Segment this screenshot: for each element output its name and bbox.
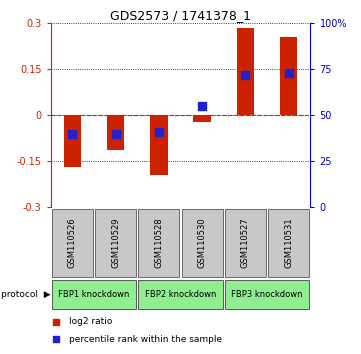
Point — [113, 131, 118, 136]
Point — [156, 129, 162, 135]
Bar — [150, 115, 168, 175]
FancyBboxPatch shape — [182, 209, 222, 278]
FancyBboxPatch shape — [139, 280, 222, 309]
Text: GSM110527: GSM110527 — [241, 218, 250, 268]
FancyBboxPatch shape — [269, 209, 309, 278]
Text: GSM110526: GSM110526 — [68, 218, 77, 268]
Text: GSM110530: GSM110530 — [198, 218, 206, 268]
Text: GSM110529: GSM110529 — [111, 218, 120, 268]
Bar — [193, 115, 211, 122]
Text: GSM110531: GSM110531 — [284, 218, 293, 268]
Text: FBP1 knockdown: FBP1 knockdown — [58, 290, 130, 299]
FancyBboxPatch shape — [225, 280, 309, 309]
Title: GDS2573 / 1741378_1: GDS2573 / 1741378_1 — [110, 9, 251, 22]
Text: protocol  ▶: protocol ▶ — [1, 290, 51, 299]
Text: GSM110528: GSM110528 — [155, 218, 163, 268]
Point — [69, 131, 75, 136]
Bar — [64, 115, 81, 167]
FancyBboxPatch shape — [225, 209, 266, 278]
FancyBboxPatch shape — [95, 209, 136, 278]
Point — [199, 103, 205, 109]
Bar — [280, 37, 297, 115]
Point — [243, 72, 248, 78]
FancyBboxPatch shape — [52, 209, 92, 278]
Text: FBP2 knockdown: FBP2 knockdown — [145, 290, 216, 299]
Text: log2 ratio: log2 ratio — [69, 317, 112, 326]
Bar — [237, 28, 254, 115]
Point — [53, 319, 58, 325]
Bar — [107, 115, 124, 150]
FancyBboxPatch shape — [139, 209, 179, 278]
Point — [286, 70, 292, 75]
Text: FBP3 knockdown: FBP3 knockdown — [231, 290, 303, 299]
Text: percentile rank within the sample: percentile rank within the sample — [69, 335, 222, 344]
Point — [53, 336, 58, 342]
FancyBboxPatch shape — [52, 280, 136, 309]
